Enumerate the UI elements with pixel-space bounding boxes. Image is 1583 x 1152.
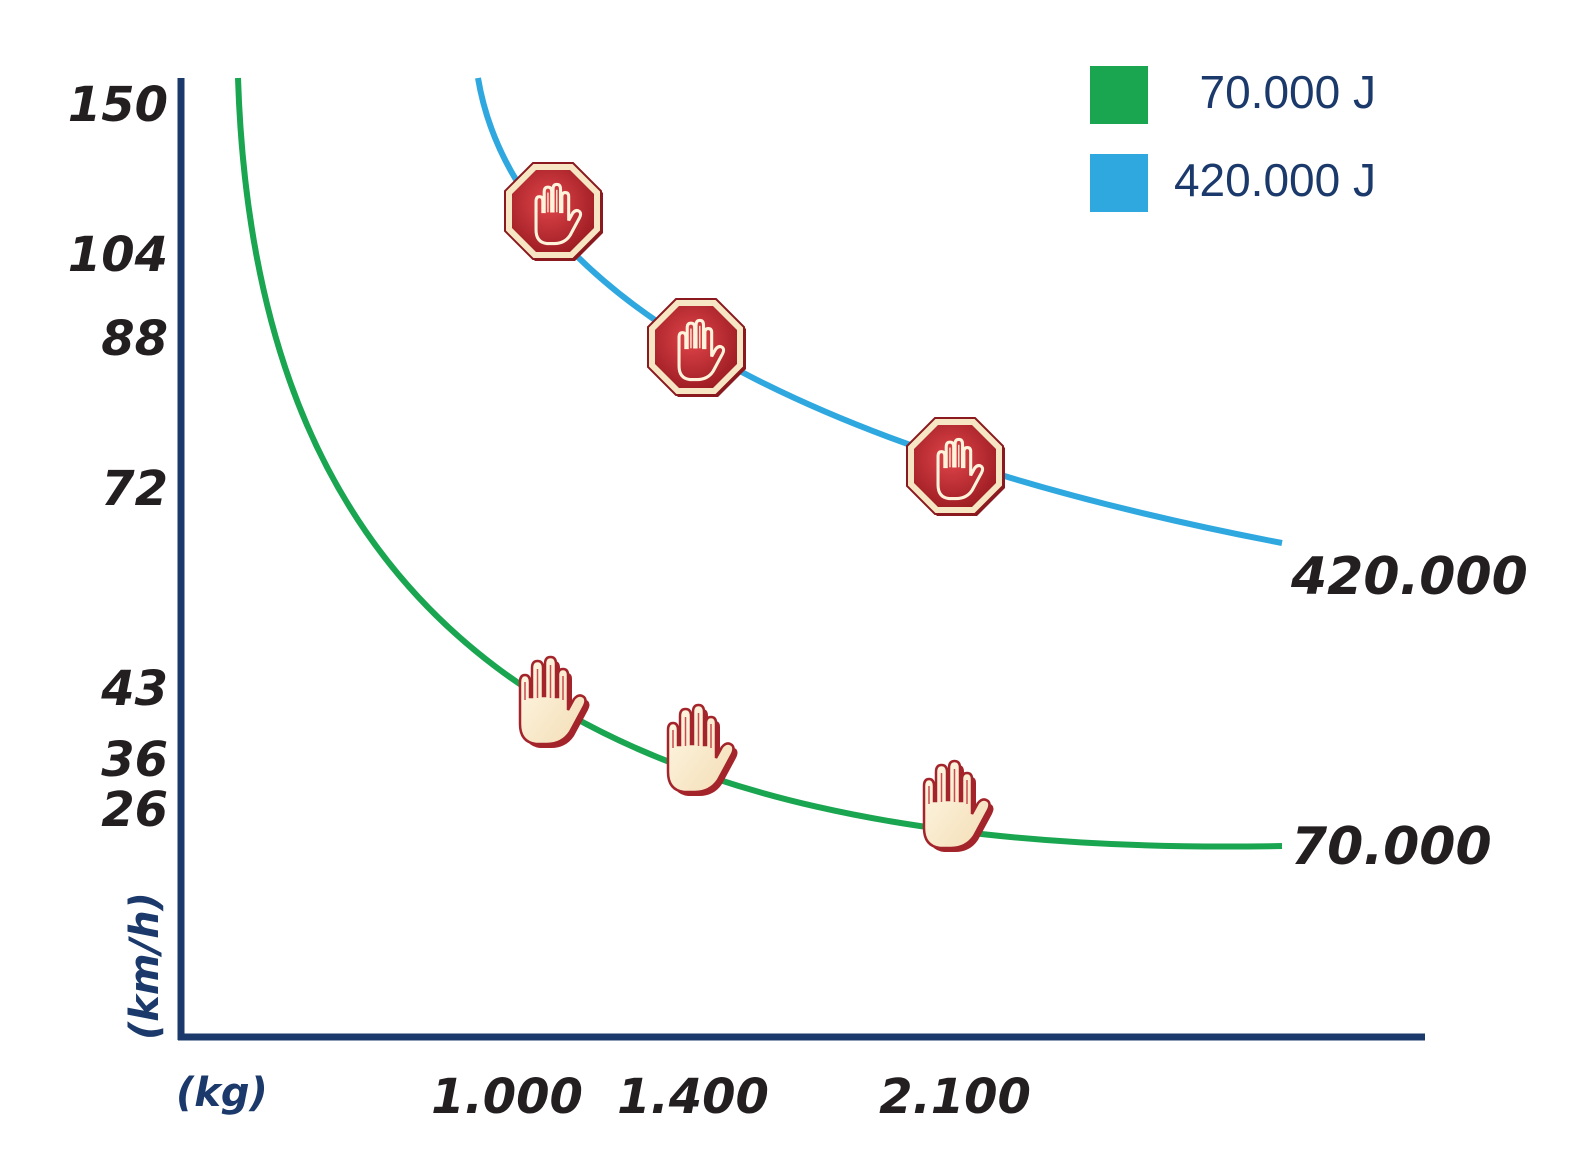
y-tick-label: 88: [101, 311, 168, 367]
y-tick-label: 26: [101, 782, 168, 838]
hand-icon: [924, 761, 994, 852]
series-end-label: 70.000: [1291, 817, 1492, 877]
series-line-420000: [475, 77, 1283, 546]
legend-swatch-420000: [1090, 154, 1148, 212]
y-tick-label: 104: [68, 227, 168, 283]
x-axis-unit-label: (kg): [176, 1070, 268, 1116]
legend: 70.000 J 420.000 J: [1090, 66, 1376, 212]
legend-label: 420.000 J: [1174, 154, 1376, 206]
x-tick-label: 2.100: [879, 1069, 1031, 1125]
x-tick-label: 1.000: [431, 1069, 583, 1125]
legend-label: 70.000 J: [1200, 66, 1376, 118]
x-tick-label: 1.400: [617, 1069, 769, 1125]
stop-hand-icon: [505, 163, 603, 261]
series-end-label: 420.000: [1290, 547, 1528, 607]
legend-swatch-70000: [1090, 66, 1148, 124]
y-tick-label: 36: [101, 732, 168, 788]
hand-icon: [520, 657, 590, 748]
stop-hand-icon: [648, 299, 746, 397]
y-axis-unit-label: (km/h): [122, 892, 168, 1040]
y-tick-label: 72: [101, 461, 168, 517]
y-tick-label: 43: [100, 661, 168, 717]
y-tick-label: 150: [68, 77, 168, 133]
stop-hand-icon: [907, 418, 1005, 516]
series-line-70000: [235, 77, 1283, 850]
